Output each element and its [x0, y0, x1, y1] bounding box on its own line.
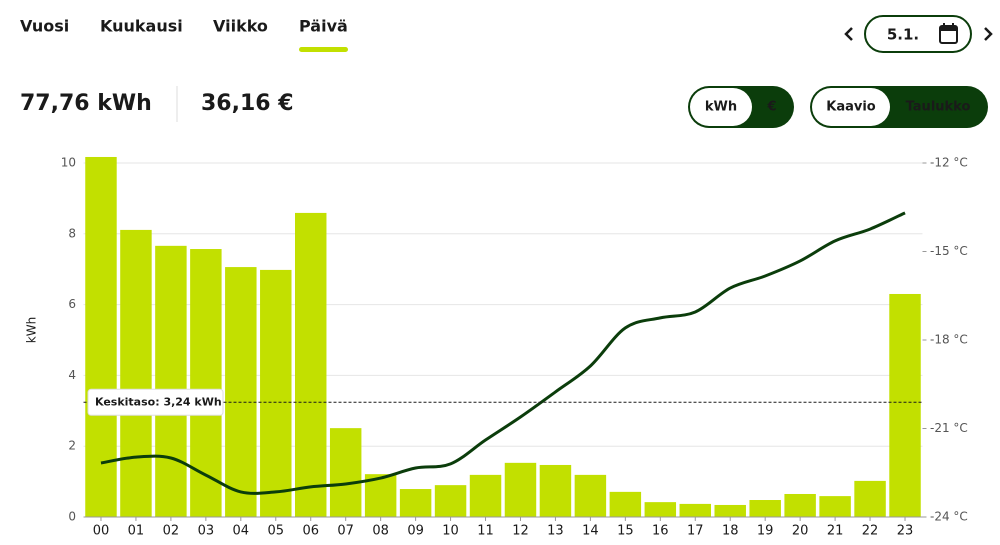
x-tick-label: 20 [792, 524, 809, 539]
bar [85, 156, 117, 517]
bar [819, 496, 851, 517]
bar [329, 428, 362, 517]
tab[interactable]: Kuukausi [100, 17, 183, 36]
y-tick-label: 6 [68, 297, 76, 311]
x-tick-label: 02 [163, 524, 180, 539]
y2-tick-label: -15 °C [930, 244, 968, 258]
average-label: Keskitaso: 3,24 kWh [95, 395, 222, 408]
y-tick-label: 8 [68, 226, 76, 240]
x-tick-label: 12 [512, 524, 529, 539]
tab[interactable]: Viikko [213, 17, 268, 36]
toggle-option[interactable]: Kaavio [826, 100, 876, 115]
x-tick-label: 07 [337, 524, 354, 539]
x-tick-label: 10 [442, 524, 459, 539]
average-label-box [87, 388, 224, 416]
x-tick-label: 06 [302, 524, 319, 539]
temperature-line [100, 211, 906, 495]
bar [120, 229, 152, 517]
bar [644, 502, 677, 517]
y-tick-label: 0 [68, 510, 76, 524]
x-tick-label: 09 [407, 524, 424, 539]
y2-tick-label: -18 °C [930, 333, 968, 347]
y2-tick-label: -21 °C [930, 421, 968, 435]
x-tick-label: 00 [93, 524, 110, 539]
bar [260, 269, 292, 517]
x-tick-label: 08 [372, 524, 389, 539]
x-tick-label: 04 [233, 524, 250, 539]
bar [854, 480, 886, 517]
total-cost: 36,16 € [201, 91, 294, 116]
bar [434, 485, 467, 517]
bar [889, 293, 921, 517]
bar [539, 464, 572, 517]
x-tick-label: 11 [477, 524, 494, 539]
bar [609, 491, 642, 517]
toggle-active [812, 88, 890, 126]
bar [574, 474, 607, 517]
x-tick-label: 18 [722, 524, 739, 539]
toggle-option[interactable]: € [766, 100, 776, 115]
date-text: 5.1. [887, 26, 919, 44]
toggle-option[interactable]: Taulukko [906, 100, 971, 115]
bar [749, 500, 781, 517]
x-tick-label: 15 [617, 524, 634, 539]
x-tick-label: 13 [547, 524, 564, 539]
x-tick-label: 16 [652, 524, 669, 539]
bar [225, 267, 257, 517]
bar [294, 212, 327, 517]
toggle-option[interactable]: kWh [705, 100, 737, 115]
x-tick-label: 17 [687, 524, 704, 539]
tab[interactable]: Päivä [299, 17, 348, 36]
x-tick-label: 14 [582, 524, 599, 539]
bar [679, 503, 712, 517]
total-energy: 77,76 kWh [20, 91, 152, 116]
y-axis-label: kWh [25, 317, 39, 343]
x-tick-label: 05 [267, 524, 284, 539]
y-tick-label: 4 [68, 368, 76, 382]
x-tick-label: 21 [827, 524, 844, 539]
bar [469, 474, 502, 517]
bar [504, 462, 537, 517]
next-day[interactable] [984, 27, 993, 41]
prev-day[interactable] [844, 27, 853, 41]
bar [714, 504, 746, 517]
y-tick-label: 10 [61, 156, 76, 170]
bar [155, 245, 187, 517]
x-tick-label: 22 [862, 524, 879, 539]
tab[interactable]: Vuosi [20, 17, 69, 36]
bar [399, 489, 432, 517]
x-tick-label: 23 [897, 524, 914, 539]
bar [190, 249, 222, 517]
x-tick-label: 03 [198, 524, 215, 539]
tab-underline [299, 47, 348, 52]
calendar-icon [939, 23, 958, 44]
toggle-active [690, 88, 752, 126]
y-tick-label: 2 [68, 439, 76, 453]
x-tick-label: 19 [757, 524, 774, 539]
y2-tick-label: -24 °C [930, 510, 968, 524]
bar [784, 493, 816, 517]
x-tick-label: 01 [128, 524, 145, 539]
y2-tick-label: -12 °C [930, 156, 968, 170]
